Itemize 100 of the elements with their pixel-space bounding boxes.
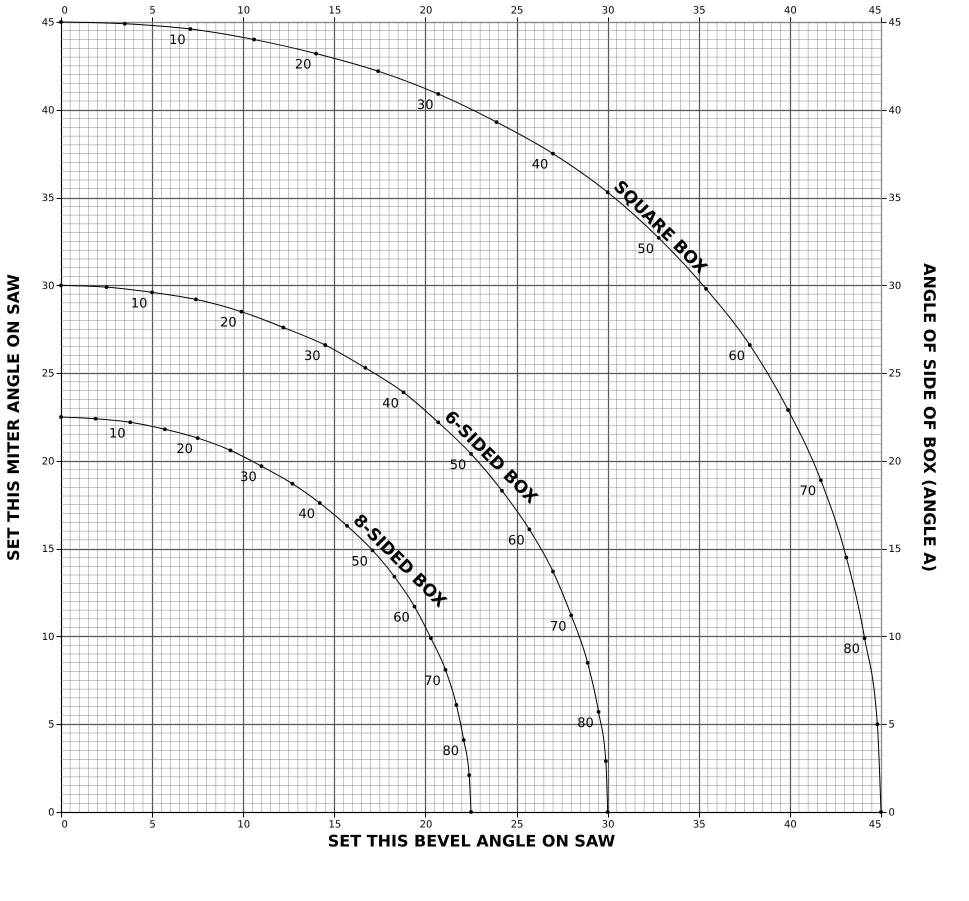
point [188, 27, 192, 31]
point [551, 570, 555, 574]
point [104, 285, 108, 289]
x-tick-label: 40 [784, 6, 797, 16]
point [363, 366, 368, 370]
annotation: 70 [800, 484, 816, 500]
annotation: 30 [304, 349, 320, 364]
point [604, 759, 608, 763]
y-tick-label: 45 [42, 18, 54, 28]
point [818, 478, 823, 482]
y2-tick-label: 40 [888, 105, 902, 116]
x-tick-label: 10 [237, 6, 250, 16]
x2-tick-label: 30 [602, 820, 615, 830]
point [345, 524, 349, 528]
point [875, 722, 880, 726]
annotation: 60 [393, 610, 410, 626]
x-tick-label: 25 [510, 6, 524, 16]
y2-axis-title: ANGLE OF SIDE OF BOX (ANGLE A) [920, 263, 940, 572]
annotation: 50 [637, 242, 654, 257]
point [551, 152, 555, 156]
y-tick-label: 30 [42, 280, 54, 292]
annotation: 20 [220, 316, 237, 331]
point [469, 810, 473, 814]
y2-tick-label: 20 [888, 456, 902, 468]
annotation: 80 [442, 744, 459, 760]
point [162, 427, 167, 432]
x2-tick-label: 40 [784, 820, 797, 830]
annotation: 70 [550, 619, 566, 634]
y2-tick-label: 10 [888, 632, 902, 643]
y2-tick-label: 25 [888, 368, 902, 380]
point [879, 810, 883, 814]
point [150, 290, 154, 294]
x2-tick-label: 15 [328, 820, 342, 830]
y2-tick-label: 0 [888, 808, 895, 818]
y-axis-title: SET THIS MITER ANGLE ON SAW [4, 274, 23, 561]
point [318, 501, 322, 505]
annotation: 80 [843, 642, 860, 658]
y-tick-label: 5 [48, 720, 54, 731]
x-tick-label: 15 [328, 6, 342, 16]
point [240, 310, 244, 314]
point [596, 710, 600, 714]
point [748, 343, 752, 347]
point [527, 527, 532, 532]
point [196, 436, 200, 440]
point [467, 773, 472, 777]
x-tick-label: 5 [149, 6, 156, 16]
point [252, 38, 256, 42]
x2-tick-label: 45 [868, 820, 882, 830]
annotation: 40 [532, 158, 548, 173]
annotation: 40 [298, 507, 316, 522]
y-tick-label: 20 [42, 456, 54, 468]
point [462, 738, 466, 742]
point [59, 20, 63, 24]
point [402, 390, 406, 394]
point [862, 636, 866, 640]
annotation: 10 [130, 296, 148, 312]
x-tick-label: 20 [420, 6, 432, 16]
x2-tick-label: 20 [420, 820, 432, 830]
annotation: 10 [108, 426, 126, 442]
point [844, 556, 848, 560]
x-axis-title: SET THIS BEVEL ANGLE ON SAW [328, 832, 616, 850]
point [494, 120, 498, 124]
point [429, 636, 433, 640]
point [606, 190, 610, 194]
point [786, 408, 790, 412]
point [59, 415, 63, 419]
annotation: 60 [728, 349, 746, 364]
x-tick-label: 0 [62, 6, 68, 16]
point [444, 668, 448, 672]
point [194, 298, 198, 302]
point [454, 703, 458, 707]
point [569, 614, 574, 618]
y-tick-label: 15 [42, 544, 54, 556]
x2-tick-label: 0 [62, 820, 68, 830]
y-tick-label: 40 [42, 105, 54, 116]
point [59, 283, 63, 288]
x-tick-label: 30 [602, 6, 615, 16]
point [260, 464, 264, 468]
y2-tick-label: 35 [888, 193, 902, 204]
y-tick-label: 35 [42, 193, 54, 204]
point [704, 286, 708, 291]
x2-tick-label: 25 [510, 820, 524, 830]
point [376, 69, 380, 74]
point [281, 326, 286, 330]
point [586, 660, 590, 665]
x-tick-label: 45 [868, 6, 882, 16]
y2-tick-label: 15 [888, 544, 902, 556]
point [228, 448, 232, 452]
x2-tick-label: 5 [149, 820, 156, 830]
annotation: 20 [176, 442, 193, 458]
y-tick-label: 25 [42, 368, 54, 380]
y2-tick-label: 30 [888, 280, 902, 292]
point [392, 574, 396, 579]
point [436, 420, 440, 424]
point [606, 810, 610, 814]
y2-tick-label: 5 [888, 720, 895, 731]
point [122, 22, 127, 26]
y-tick-label: 10 [42, 632, 54, 643]
annotation: 10 [169, 33, 186, 48]
point [128, 420, 132, 424]
